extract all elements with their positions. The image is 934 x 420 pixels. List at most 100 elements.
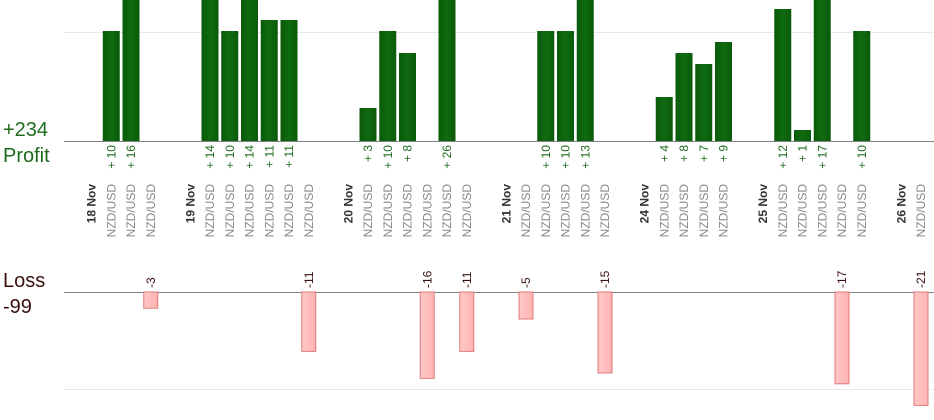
profit-bar xyxy=(774,9,792,141)
profit-bar xyxy=(557,31,574,141)
date-label: 21 Nov xyxy=(499,184,513,224)
profit-value-label: + 13 xyxy=(578,145,592,169)
pair-label: NZD/USD xyxy=(717,184,731,238)
loss-value-label: -15 xyxy=(598,270,612,288)
loss-value-label: -11 xyxy=(302,271,316,288)
profit-bar xyxy=(438,0,456,141)
profit-value-label: + 10 xyxy=(223,145,237,169)
pair-label: NZD/USD xyxy=(815,184,829,238)
loss-value-label: -21 xyxy=(914,270,928,288)
loss-bar xyxy=(597,291,613,374)
profit-value-label: + 7 xyxy=(697,145,711,162)
loss-bar xyxy=(834,291,850,385)
date-label: 24 Nov xyxy=(638,184,652,224)
profit-value-label: + 10 xyxy=(539,145,553,169)
pair-label: NZD/USD xyxy=(776,184,790,238)
pair-label: NZD/USD xyxy=(361,184,375,238)
profit-bar xyxy=(655,97,673,141)
profit-bar xyxy=(359,108,377,141)
loss-value-label: -16 xyxy=(420,270,434,288)
profit-bar xyxy=(399,53,416,141)
pair-label: NZD/USD xyxy=(223,184,237,238)
pair-label: NZD/USD xyxy=(559,184,573,238)
profit-label: Profit xyxy=(3,145,50,167)
profit-bar xyxy=(201,0,219,141)
profit-value-label: + 14 xyxy=(243,145,257,169)
pair-label: NZD/USD xyxy=(124,184,138,238)
profit-bar xyxy=(379,31,397,141)
profit-bar xyxy=(576,0,594,141)
pair-label: NZD/USD xyxy=(440,184,454,238)
loss-bar xyxy=(913,291,929,406)
profit-value-label: + 11 xyxy=(262,145,276,168)
loss-total: -99 xyxy=(3,296,32,318)
profit-bar xyxy=(715,42,732,141)
profit-bar xyxy=(794,130,811,141)
loss-value-label: -17 xyxy=(835,270,849,288)
profit-value-label: + 16 xyxy=(124,145,138,169)
pair-label: NZD/USD xyxy=(460,184,474,238)
profit-bar xyxy=(853,31,871,141)
pair-label: NZD/USD xyxy=(914,184,928,238)
profit-value-label: + 8 xyxy=(677,145,691,162)
profit-value-label: + 4 xyxy=(657,145,671,162)
profit-bar xyxy=(102,31,120,141)
pair-label: NZD/USD xyxy=(302,184,316,238)
pair-label: NZD/USD xyxy=(144,184,158,238)
profit-value-label: + 10 xyxy=(559,145,573,169)
profit-value-label: + 17 xyxy=(815,145,829,169)
profit-value-label: + 26 xyxy=(440,145,454,169)
profit-bar xyxy=(122,0,140,141)
profit-value-label: + 1 xyxy=(796,145,810,162)
pair-label: NZD/USD xyxy=(796,184,810,238)
date-label: 20 Nov xyxy=(341,184,355,224)
pair-label: NZD/USD xyxy=(203,184,217,238)
date-label: 25 Nov xyxy=(756,184,770,224)
profit-bar xyxy=(695,64,713,141)
pair-label: NZD/USD xyxy=(855,184,869,238)
profit-bar xyxy=(241,0,258,141)
date-label: 18 Nov xyxy=(85,184,99,224)
profit-value-label: + 11 xyxy=(282,145,296,168)
loss-label: Loss xyxy=(3,270,46,292)
pair-label: NZD/USD xyxy=(835,184,849,238)
profit-bar xyxy=(675,53,693,141)
pair-label: NZD/USD xyxy=(578,184,592,238)
profit-bar xyxy=(537,31,555,141)
pair-label: NZD/USD xyxy=(420,184,434,238)
pair-label: NZD/USD xyxy=(243,184,257,238)
pair-label: NZD/USD xyxy=(282,184,296,238)
pair-label: NZD/USD xyxy=(539,184,553,238)
profit-bar xyxy=(260,20,278,141)
loss-bar xyxy=(419,291,435,379)
date-label: 26 Nov xyxy=(894,184,908,224)
profit-value-label: + 10 xyxy=(104,145,118,169)
profit-value-label: + 10 xyxy=(855,145,869,169)
pair-label: NZD/USD xyxy=(697,184,711,238)
loss-bar xyxy=(518,291,534,320)
profit-bar xyxy=(280,20,298,141)
pair-label: NZD/USD xyxy=(104,184,118,238)
profit-value-label: + 12 xyxy=(776,145,790,169)
pair-label: NZD/USD xyxy=(598,184,612,238)
loss-bar xyxy=(301,291,317,352)
loss-value-label: -3 xyxy=(144,277,158,288)
profit-bar xyxy=(221,31,239,141)
loss-bar xyxy=(143,291,159,309)
profit-bar xyxy=(813,0,831,141)
pair-label: NZD/USD xyxy=(519,184,533,238)
pair-label: NZD/USD xyxy=(401,184,415,238)
profit-value-label: + 10 xyxy=(381,145,395,169)
loss-bar xyxy=(459,291,475,352)
pair-label: NZD/USD xyxy=(677,184,691,238)
pair-label: NZD/USD xyxy=(381,184,395,238)
pair-label: NZD/USD xyxy=(657,184,671,238)
profit-value-label: + 8 xyxy=(401,145,415,162)
loss-value-label: -11 xyxy=(460,271,474,288)
profit-value-label: + 14 xyxy=(203,145,217,169)
pair-label: NZD/USD xyxy=(262,184,276,238)
loss-value-label: -5 xyxy=(519,277,533,288)
profit-value-label: + 9 xyxy=(717,145,731,162)
profit-total: +234 xyxy=(3,119,49,141)
